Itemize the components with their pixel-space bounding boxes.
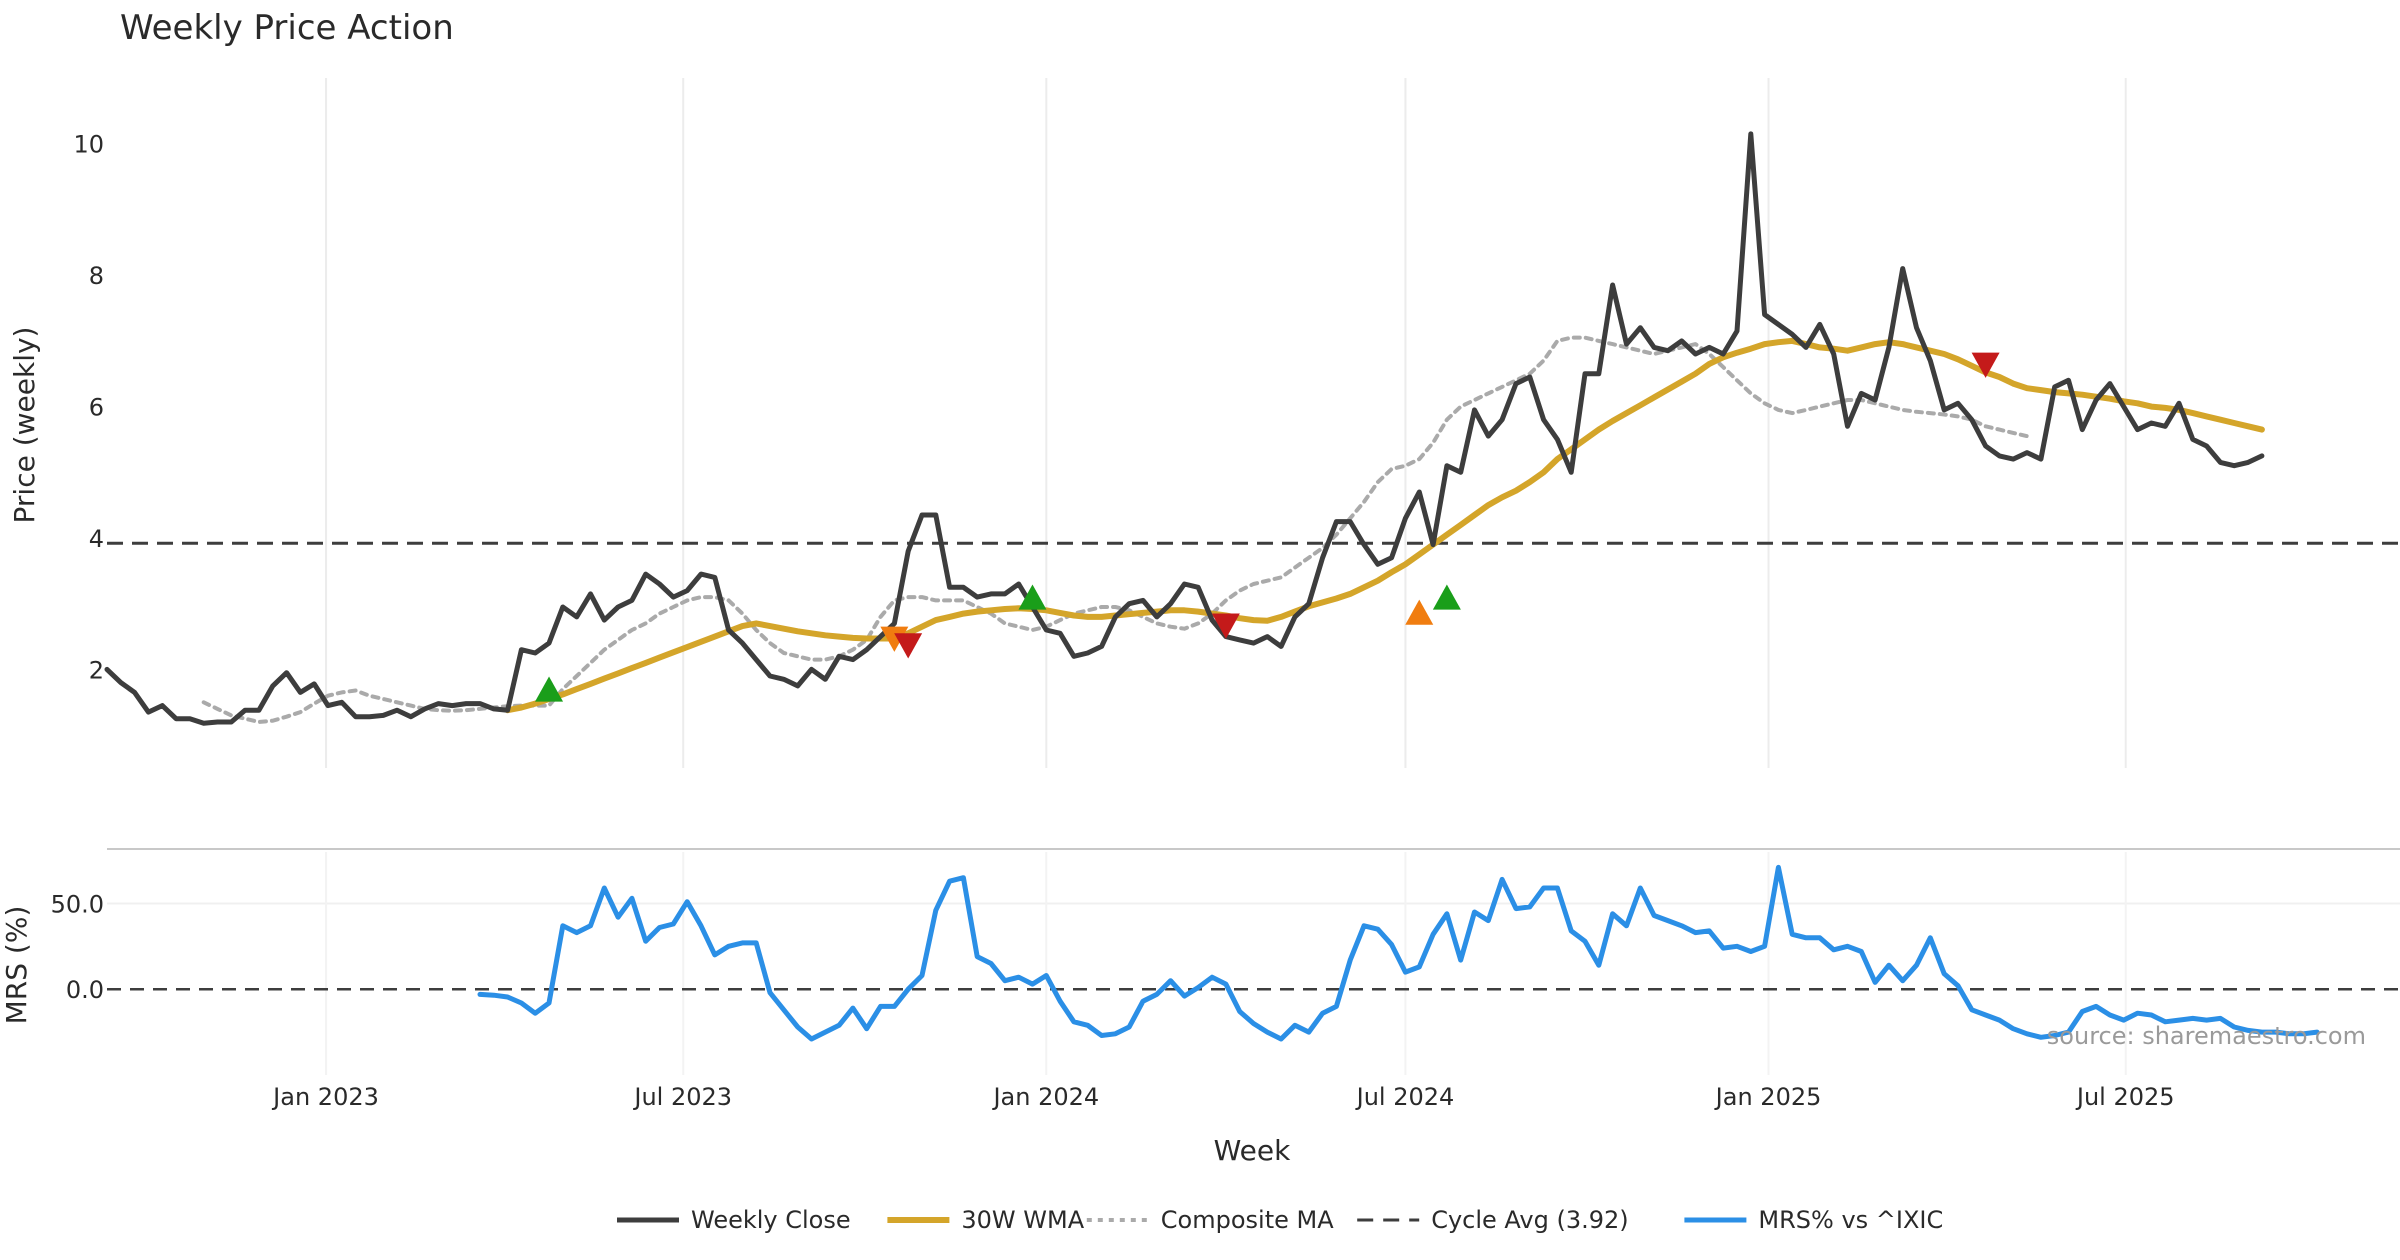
mrs-series-group — [477, 864, 2320, 1042]
x-tick-label: Jul 2023 — [632, 1083, 732, 1111]
x-tick-label: Jul 2025 — [2075, 1083, 2175, 1111]
y-tick-label: 2 — [89, 656, 104, 684]
main-y-axis-title: Price (weekly) — [8, 327, 41, 524]
legend-item: Composite MA — [1086, 1206, 1334, 1234]
signal-markers — [535, 352, 2000, 702]
mrs-y-tick-label: 50.0 — [51, 890, 104, 918]
buy-signal-marker — [535, 676, 564, 702]
series-mrs-vs-ixic — [477, 864, 2320, 1042]
mrs-y-tick-label: 0.0 — [66, 976, 104, 1004]
main-y-ticks: 2 4 6 8 10 — [73, 131, 104, 685]
series-weekly-close — [104, 131, 2265, 726]
sell-signal-marker — [1211, 613, 1240, 639]
x-ticks: Jan 2023 Jul 2023 Jan 2024 Jul 2024 Jan 2025… — [271, 1083, 2174, 1111]
legend-item: Cycle Avg (3.92) — [1357, 1206, 1629, 1234]
buy-signal-marker — [1432, 584, 1461, 610]
legend-item: Weekly Close — [617, 1206, 851, 1234]
y-tick-label: 6 — [89, 394, 104, 422]
sell-signal-marker — [894, 633, 923, 659]
y-tick-label: 8 — [89, 262, 104, 290]
main-grid — [325, 78, 2127, 768]
legend: Weekly Close 30W WMA Composite MA Cycle Avg… — [617, 1206, 1943, 1234]
y-tick-label: 10 — [73, 131, 104, 159]
x-tick-label: Jan 2024 — [991, 1083, 1099, 1111]
mrs-y-ticks: 0.0 50.0 — [51, 890, 104, 1004]
buy-signal-marker — [1405, 599, 1434, 625]
sell-signal-marker — [1971, 352, 2000, 378]
legend-label: MRS% vs ^IXIC — [1758, 1206, 1943, 1234]
buy-signal-marker — [1018, 584, 1047, 610]
legend-item: 30W WMA — [887, 1206, 1085, 1234]
legend-item: MRS% vs ^IXIC — [1684, 1206, 1943, 1234]
y-tick-label: 4 — [89, 525, 104, 553]
chart-title: Weekly Price Action — [120, 8, 454, 48]
legend-label: Composite MA — [1161, 1206, 1334, 1234]
x-tick-label: Jan 2025 — [1714, 1083, 1822, 1111]
legend-label: Weekly Close — [691, 1206, 851, 1234]
x-tick-label: Jan 2023 — [271, 1083, 379, 1111]
series-composite-ma — [201, 335, 2029, 724]
x-axis-title: Week — [1214, 1134, 1291, 1167]
legend-label: 30W WMA — [961, 1206, 1084, 1234]
sell-signal-marker — [880, 626, 909, 652]
series-30w-wma — [504, 337, 2265, 714]
source-label: source: sharemaestro.com — [2047, 1022, 2366, 1050]
mrs-grid — [107, 852, 2400, 1075]
legend-label: Cycle Avg (3.92) — [1431, 1206, 1628, 1234]
x-tick-label: Jul 2024 — [1355, 1083, 1455, 1111]
main-series-group — [104, 131, 2265, 726]
mrs-y-axis-title: MRS (%) — [0, 906, 33, 1025]
